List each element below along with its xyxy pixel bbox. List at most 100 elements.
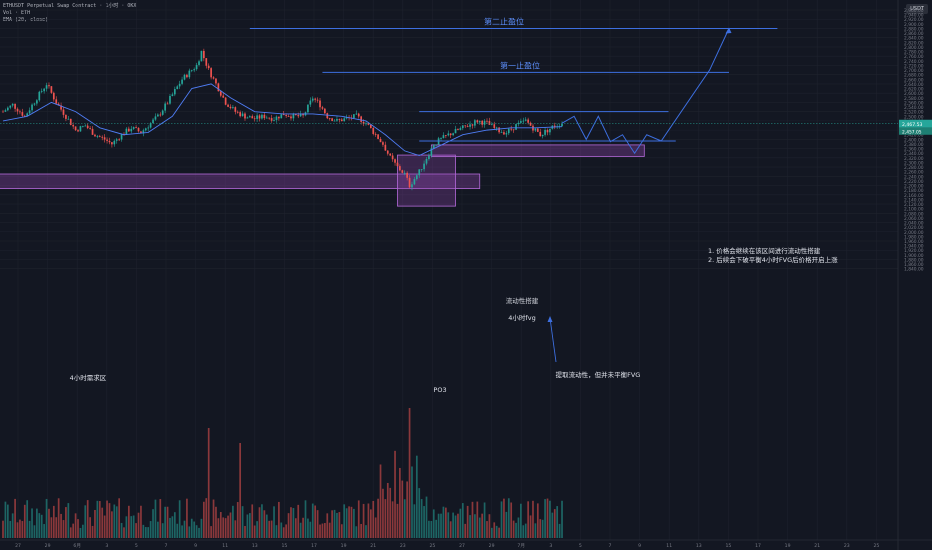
ema-line[interactable]: EMA (20, close) [3, 17, 49, 23]
volume-bar [89, 517, 91, 538]
candle-body [374, 133, 377, 135]
volume-bar [408, 408, 411, 538]
volume-bar [195, 525, 198, 538]
candle-body [466, 126, 469, 127]
take-profit-2-label: 第二止盈位 [484, 16, 524, 26]
candle-body [219, 91, 222, 96]
volume-bar [50, 517, 53, 538]
candle-body [507, 128, 510, 134]
y-tick-label: 2,640.00 [904, 82, 924, 88]
candle-body [389, 153, 392, 156]
volume-bar [425, 496, 428, 538]
candle-body [454, 129, 457, 134]
volume-line[interactable]: Vol · ETH [3, 10, 31, 16]
candle-body [488, 121, 491, 125]
candle-body [248, 116, 251, 118]
x-tick-label: 29 [45, 543, 51, 549]
candle-body [449, 133, 452, 136]
volume-bar [261, 504, 263, 538]
candle-body [239, 112, 242, 117]
candle-body [45, 85, 48, 89]
volume-bar [193, 521, 196, 538]
volume-bar [309, 521, 312, 538]
volume-bar [539, 519, 542, 538]
x-tick-label: 25 [429, 543, 435, 549]
volume-bar [353, 508, 355, 538]
volume-bar [256, 521, 258, 538]
candle-body [471, 124, 474, 126]
volume-bar [113, 504, 116, 538]
projection-path [561, 28, 730, 155]
volume-bar [26, 500, 29, 538]
demand-zone-label: 4小时需求区 [70, 373, 107, 382]
volume-bar [19, 519, 21, 538]
volume-bar [275, 525, 278, 538]
volume-bar [515, 522, 517, 538]
y-tick-label: 2,420.00 [904, 133, 924, 139]
candle-body [166, 103, 169, 105]
candle-body [457, 129, 459, 130]
volume-bar [96, 500, 99, 538]
volume-bar [135, 523, 137, 538]
candle-body [481, 120, 484, 125]
candle-body [186, 74, 188, 78]
y-tick-label: 2,680.00 [904, 73, 924, 79]
volume-bar [297, 504, 300, 538]
y-tick-label: 2,600.00 [904, 91, 924, 97]
y-tick-label: 2,200.00 [904, 184, 924, 190]
volume-bar [333, 509, 336, 538]
y-tick-label: 2,260.00 [904, 170, 924, 176]
volume-bar [212, 499, 215, 538]
y-tick-label: 2,040.00 [904, 221, 924, 227]
volume-bar [430, 520, 433, 538]
symbol-line[interactable]: ETHUSDT Perpetual Swap Contract · 1小时 · … [3, 3, 137, 9]
x-tick-label: 29 [489, 543, 495, 549]
volume-bar [217, 518, 220, 538]
volume-bar [290, 507, 292, 538]
volume-bar [350, 506, 353, 538]
volume-bar [326, 513, 329, 538]
candle-body [420, 169, 423, 170]
volume-bar [147, 527, 150, 538]
candle-body [442, 135, 445, 139]
candle-body [86, 125, 89, 129]
volume-bar [469, 515, 471, 538]
volume-bar [372, 500, 375, 538]
fvg-zone-4h [430, 144, 645, 157]
candle-body [534, 128, 537, 131]
y-tick-label: 2,140.00 [904, 197, 924, 203]
candle-body [324, 108, 326, 114]
volume-bar [74, 513, 77, 538]
volume-bar [101, 507, 104, 538]
candle-body [503, 132, 505, 135]
candle-body [195, 64, 198, 70]
price-unit-badge[interactable]: USDT [906, 4, 928, 14]
y-tick-label: 2,960.00 [904, 8, 924, 14]
volume-bar [69, 527, 72, 538]
volume-bar [28, 520, 31, 538]
volume-bar [369, 509, 372, 538]
candles [2, 48, 563, 191]
volume-bar [125, 516, 128, 538]
candle-body [483, 120, 486, 125]
candle-body [382, 142, 384, 145]
candle-body [432, 145, 435, 149]
volume-bar [31, 508, 33, 538]
volume-bar [72, 523, 75, 538]
candle-body [203, 50, 205, 59]
volume-bar [389, 487, 392, 538]
candle-body [333, 120, 336, 122]
volume-bar [420, 499, 423, 538]
volume-bar [457, 513, 459, 538]
candle-body [178, 83, 181, 87]
volume-bar [241, 506, 244, 538]
candle-body [183, 74, 186, 80]
candle-body [490, 124, 493, 126]
volume-bar [16, 522, 19, 538]
candle-body [355, 113, 358, 115]
candle-body [142, 130, 145, 134]
candle-body [62, 109, 65, 115]
y-tick-label: 1,840.00 [904, 267, 924, 273]
volume-bar [287, 513, 290, 538]
